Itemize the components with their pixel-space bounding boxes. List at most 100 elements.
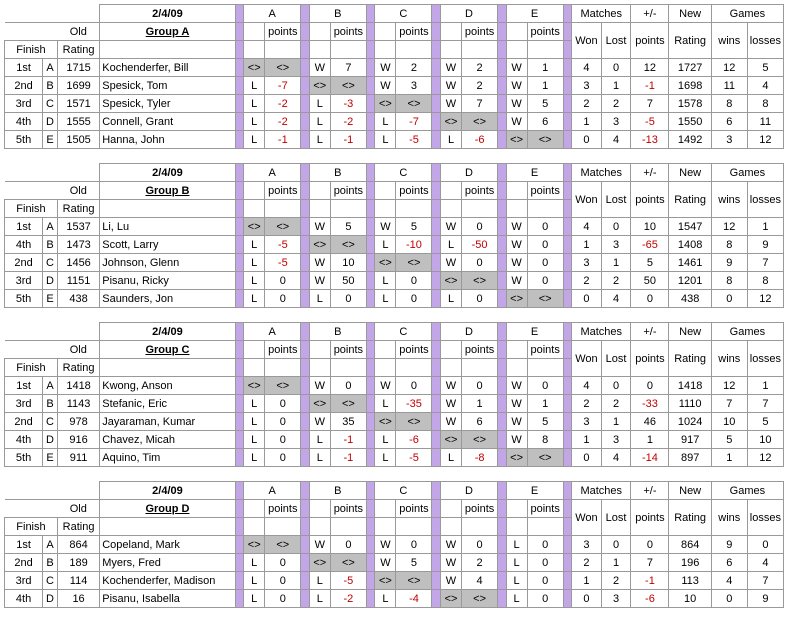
player-name: Copeland, Mark — [100, 536, 235, 554]
won-cell: 4 — [572, 377, 602, 395]
opp-header: E — [506, 482, 563, 500]
wl-cell: L — [244, 236, 265, 254]
pm-cell: 7 — [631, 554, 669, 572]
pts-cell: 5 — [330, 218, 366, 236]
finish-label: Finish — [5, 41, 58, 59]
player-name: Kochenderfer, Bill — [100, 59, 235, 77]
wl-cell: W — [440, 95, 461, 113]
date-cell: 2/4/09 — [100, 482, 235, 500]
row-letter: E — [43, 449, 58, 467]
player-row: 3rdC1571Spesick, TylerL-2L-3<><>W7W52271… — [5, 95, 784, 113]
gwins-cell: 9 — [711, 254, 747, 272]
opp-header: C — [375, 5, 432, 23]
new-header: New — [669, 482, 711, 500]
pts-cell: -10 — [396, 236, 432, 254]
wl-cell: L — [440, 290, 461, 308]
wl-cell: L — [309, 95, 330, 113]
wl-cell: W — [375, 554, 396, 572]
pm-cell: -33 — [631, 395, 669, 413]
points-label: points — [330, 23, 366, 41]
player-name: Scott, Larry — [100, 236, 235, 254]
won-cell: 4 — [572, 218, 602, 236]
new-rating-cell: 1201 — [669, 272, 711, 290]
diag-cell: <> — [440, 113, 461, 131]
won-cell: 0 — [572, 131, 602, 149]
opp-header: C — [375, 164, 432, 182]
glosses-cell: 11 — [747, 113, 783, 131]
lost-cell: 0 — [601, 536, 631, 554]
won-cell: 1 — [572, 572, 602, 590]
new-header: New — [669, 164, 711, 182]
diag-cell: <> — [375, 413, 396, 431]
lost-cell: 1 — [601, 554, 631, 572]
glosses-cell: 7 — [747, 395, 783, 413]
new-rating-cell: 1578 — [669, 95, 711, 113]
pts-cell: 2 — [462, 77, 498, 95]
diag-cell: <> — [527, 449, 563, 467]
row-letter: E — [43, 131, 58, 149]
pts-cell: 8 — [527, 431, 563, 449]
won-cell: 1 — [572, 431, 602, 449]
pts-cell: 0 — [396, 272, 432, 290]
finish-cell: 5th — [5, 290, 43, 308]
wl-cell: W — [506, 254, 527, 272]
pts-cell: 35 — [330, 413, 366, 431]
new-rating-cell: 1727 — [669, 59, 711, 77]
opp-header: D — [440, 482, 497, 500]
player-row: 5thE1505Hanna, JohnL-1L-1L-5L-6<><>04-13… — [5, 131, 784, 149]
player-name: Connell, Grant — [100, 113, 235, 131]
pm-cell: -5 — [631, 113, 669, 131]
lost-label: Lost — [601, 341, 631, 377]
finish-cell: 4th — [5, 236, 43, 254]
row-letter: A — [43, 377, 58, 395]
diag-cell: <> — [309, 395, 330, 413]
finish-cell: 1st — [5, 218, 43, 236]
diag-cell: <> — [330, 236, 366, 254]
diag-cell: <> — [375, 572, 396, 590]
player-row: 1stA1715Kochenderfer, Bill<><>W7W2W2W140… — [5, 59, 784, 77]
pts-cell: 1 — [527, 395, 563, 413]
wl-cell: L — [244, 449, 265, 467]
pts-cell: -7 — [265, 77, 301, 95]
wl-cell: W — [309, 536, 330, 554]
pm-cell: 0 — [631, 536, 669, 554]
pts-cell: -6 — [396, 431, 432, 449]
lost-cell: 0 — [601, 377, 631, 395]
pts-cell: 0 — [462, 254, 498, 272]
points-label: points — [330, 341, 366, 359]
player-row: 1stA1537Li, Lu<><>W5W5W0W040101547121 — [5, 218, 784, 236]
pts-cell: 0 — [265, 290, 301, 308]
player-name: Kochenderfer, Madison — [100, 572, 235, 590]
new-rating-cell: 1418 — [669, 377, 711, 395]
wl-cell: L — [375, 395, 396, 413]
pts-cell: 2 — [396, 59, 432, 77]
won-cell: 0 — [572, 290, 602, 308]
diag-cell: <> — [440, 272, 461, 290]
old-rating: 1143 — [57, 395, 99, 413]
header-row-2: OldGroup Cpointspointspointspointspoints… — [5, 341, 784, 359]
pm-cell: 46 — [631, 413, 669, 431]
points-label: points — [265, 23, 301, 41]
old-rating: 1699 — [57, 77, 99, 95]
player-row: 1stA864Copeland, Mark<><>W0W0W0L03008649… — [5, 536, 784, 554]
glosses-cell: 0 — [747, 536, 783, 554]
diag-cell: <> — [375, 254, 396, 272]
matches-header: Matches — [572, 323, 631, 341]
points-label: points — [265, 182, 301, 200]
player-name: Myers, Fred — [100, 554, 235, 572]
pts-cell: 1 — [462, 395, 498, 413]
rating-label: Rating — [57, 518, 99, 536]
wl-cell: W — [440, 536, 461, 554]
old-rating: 189 — [57, 554, 99, 572]
wins-label: wins — [711, 500, 747, 536]
wl-cell: L — [244, 554, 265, 572]
new-rating-cell: 1550 — [669, 113, 711, 131]
finish-cell: 3rd — [5, 572, 43, 590]
pm-cell: 10 — [631, 218, 669, 236]
wl-cell: L — [375, 431, 396, 449]
won-cell: 3 — [572, 77, 602, 95]
glosses-cell: 10 — [747, 431, 783, 449]
old-rating: 1715 — [57, 59, 99, 77]
pts-cell: 6 — [527, 113, 563, 131]
pm-cell: -1 — [631, 77, 669, 95]
